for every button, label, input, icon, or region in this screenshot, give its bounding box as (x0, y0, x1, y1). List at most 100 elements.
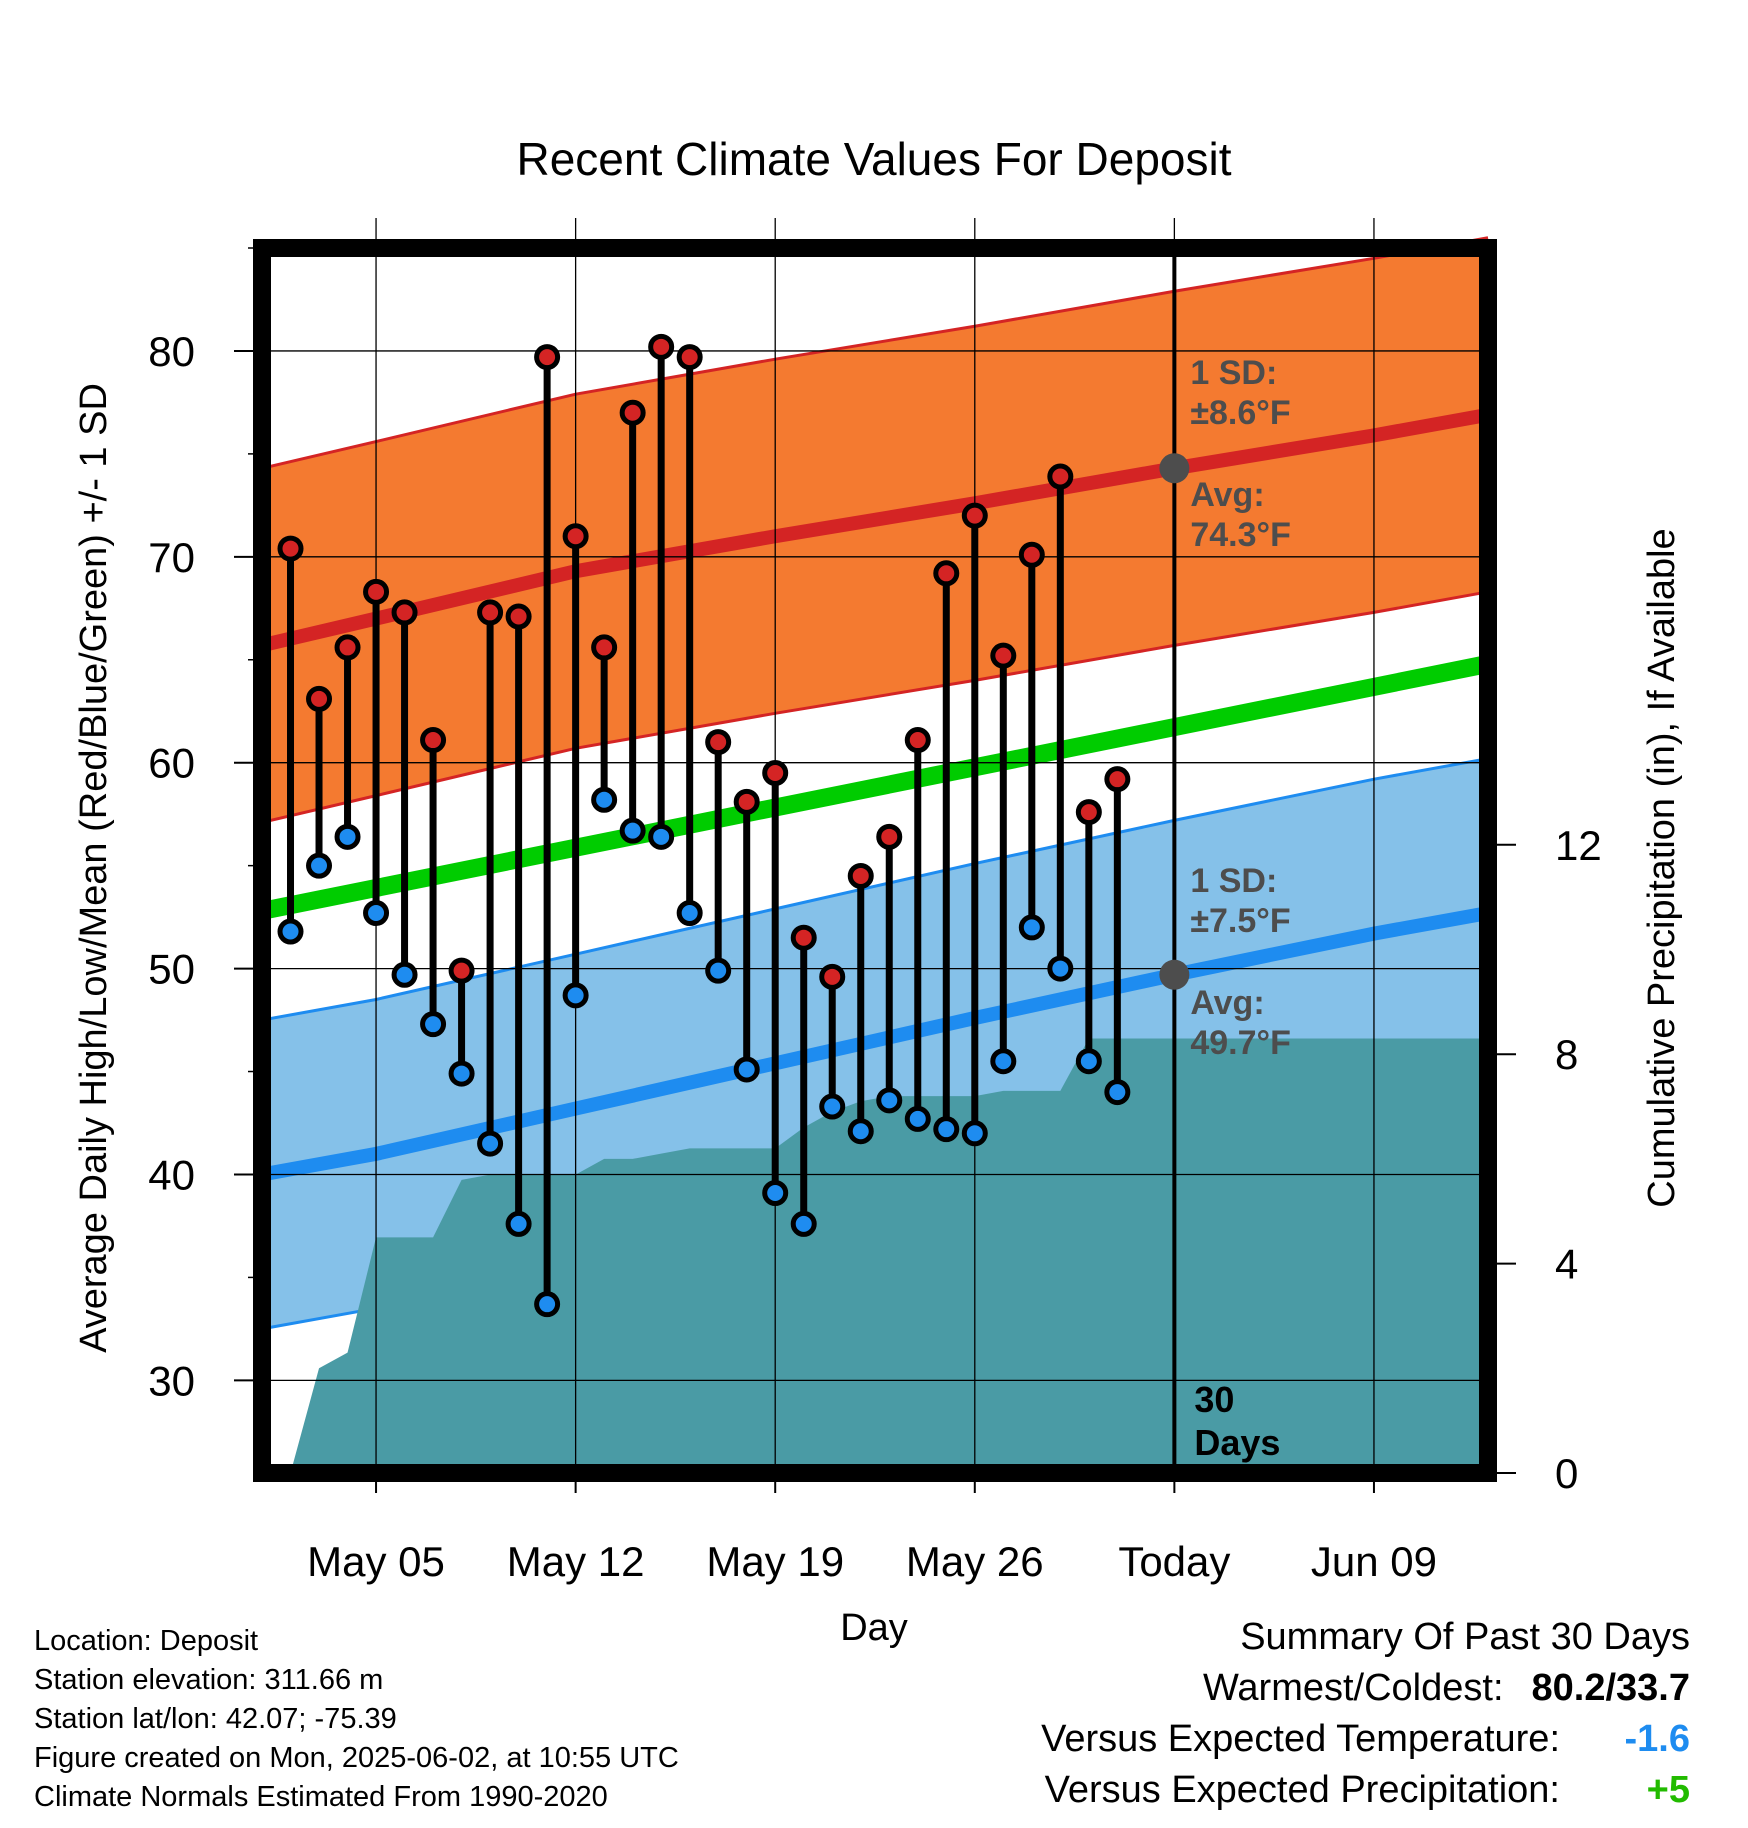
daily-low-point (676, 900, 703, 926)
y-tick-label: 30 (148, 1357, 195, 1404)
daily-high-point (619, 399, 646, 426)
daily-low-point (819, 1093, 846, 1120)
daily-low-point (619, 817, 646, 844)
daily-low-point (990, 1048, 1017, 1075)
daily-high-point (1075, 799, 1102, 826)
daily-high-point (1018, 541, 1045, 568)
daily-high-point (1047, 463, 1074, 490)
daily-low-point (363, 900, 390, 926)
precip-row: Versus Expected Precipitation: +5 (790, 1765, 1690, 1816)
x-tick-label: Jun 09 (1311, 1538, 1437, 1585)
warm-cold-value: 80.2/33.7 (1531, 1667, 1690, 1709)
daily-low-point (448, 1060, 475, 1087)
daily-low-point (961, 1120, 988, 1147)
daily-high-point (505, 603, 532, 630)
summary-heading-row: Summary Of Past 30 Days (790, 1612, 1690, 1663)
normals-text: Climate Normals Estimated From 1990-2020 (34, 1781, 608, 1813)
location-text: Location: Deposit (34, 1625, 259, 1657)
y-tick-label: 50 (148, 946, 195, 993)
high-sd-band-upper-edge (261, 236, 1489, 470)
daily-high-point (705, 729, 732, 756)
daily-high-point (961, 502, 988, 529)
daily-low-point (391, 961, 418, 988)
high-sd-annotation-line2: ±8.6°F (1190, 394, 1290, 432)
daily-low-point (648, 823, 675, 850)
daily-low-point (277, 918, 304, 945)
x-axis-label: Day (840, 1607, 908, 1649)
daily-high-point (306, 685, 333, 712)
y-axis-label: Average Daily High/Low/Mean (Red/Blue/Gr… (73, 383, 115, 1353)
x-tick-label: May 19 (706, 1538, 844, 1585)
daily-low-point (505, 1210, 532, 1237)
daily-low-point (420, 1011, 447, 1038)
precip-value: +5 (1646, 1769, 1690, 1811)
daily-low-point (334, 823, 361, 850)
daily-low-point (306, 852, 333, 879)
daily-high-point (933, 560, 960, 587)
daily-low-point (562, 982, 589, 1009)
daily-low-point (705, 957, 732, 984)
y-tick-label: 80 (148, 328, 195, 375)
high-sd-band (262, 237, 1488, 823)
high-sd-annotation-line1: 1 SD: (1190, 354, 1277, 392)
daily-high-point (448, 957, 475, 984)
y2-tick-label: 12 (1555, 822, 1602, 869)
daily-high-point (1104, 766, 1131, 793)
chart-title: Recent Climate Values For Deposit (517, 133, 1232, 185)
low-avg-annotation-line1: Avg: (1190, 984, 1264, 1022)
daily-high-point (363, 578, 390, 605)
daily-low-point (1104, 1079, 1131, 1106)
daily-high-point (591, 634, 618, 661)
high-sd-band-lower-edge (261, 590, 1489, 824)
low-sd-annotation-line2: ±7.5°F (1190, 902, 1290, 940)
x-tick-label: May 26 (906, 1538, 1044, 1585)
temp-value: -1.6 (1624, 1718, 1690, 1760)
warm-cold-label: Warmest/Coldest: (1202, 1667, 1504, 1709)
warm-cold-row: Warmest/Coldest: 80.2/33.7 (790, 1663, 1690, 1714)
daily-high-point (477, 599, 504, 626)
y2-tick-label: 4 (1555, 1241, 1578, 1288)
y-tick-label: 70 (148, 534, 195, 581)
daily-high-point (876, 823, 903, 850)
daily-low-point (477, 1130, 504, 1157)
low-sd-band-upper-edge (261, 757, 1489, 1022)
daily-high-point (391, 599, 418, 626)
summary-panel: Summary Of Past 30 Days Warmest/Coldest:… (790, 1612, 1690, 1816)
daily-high-point (733, 788, 760, 815)
days-annotation-line2: Days (1194, 1422, 1280, 1463)
daily-high-point (534, 344, 561, 371)
daily-low-point (591, 786, 618, 813)
low-sd-annotation-line1: 1 SD: (1190, 862, 1277, 900)
daily-high-point (819, 963, 846, 990)
daily-high-point (990, 642, 1017, 669)
x-tick-label: May 12 (507, 1538, 645, 1585)
latlon-text: Station lat/lon: 42.07; -75.39 (34, 1703, 397, 1735)
daily-low-point (1075, 1048, 1102, 1075)
normal-low-line (260, 906, 1490, 1182)
high-avg-annotation-line2: 74.3°F (1190, 516, 1291, 554)
daily-low-point (1018, 914, 1045, 941)
summary-heading: Summary Of Past 30 Days (1240, 1616, 1690, 1658)
elevation-text: Station elevation: 311.66 m (34, 1664, 384, 1696)
created-text: Figure created on Mon, 2025-06-02, at 10… (34, 1742, 679, 1774)
temp-row: Versus Expected Temperature: -1.6 (790, 1714, 1690, 1765)
daily-low-point (790, 1210, 817, 1237)
daily-high-point (790, 924, 817, 951)
daily-low-point (534, 1291, 561, 1318)
y-tick-label: 40 (148, 1151, 195, 1198)
daily-low-point (876, 1087, 903, 1114)
plot-frame (253, 239, 1497, 1482)
daily-high-point (562, 523, 589, 550)
high-avg-annotation-line1: Avg: (1190, 476, 1264, 514)
daily-high-point (676, 344, 703, 371)
station-info: Location: Deposit Station elevation: 311… (34, 1622, 679, 1817)
daily-low-point (933, 1116, 960, 1143)
x-tick-label: May 05 (307, 1538, 445, 1585)
daily-low-point (733, 1056, 760, 1083)
daily-high-point (847, 862, 874, 889)
y2-tick-label: 8 (1555, 1031, 1578, 1078)
daily-high-point (277, 535, 304, 562)
precip-label: Versus Expected Precipitation: (1044, 1769, 1560, 1811)
daily-high-point (420, 727, 447, 754)
